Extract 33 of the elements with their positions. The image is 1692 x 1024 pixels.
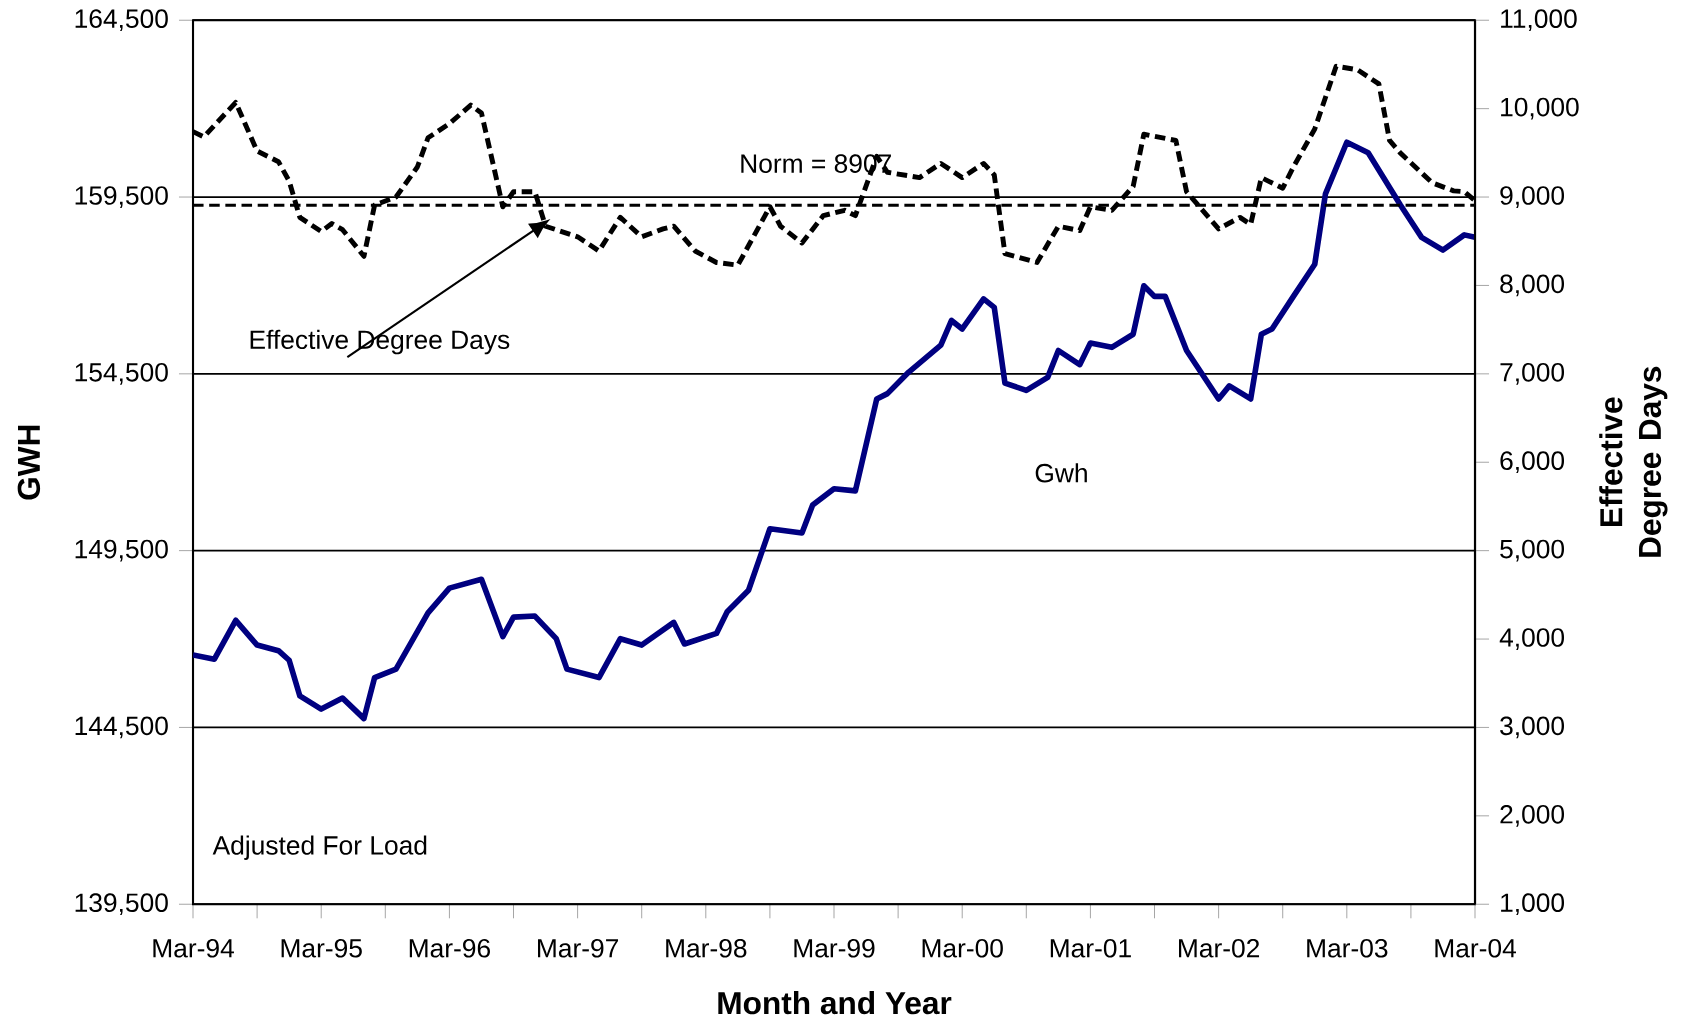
y2-tick-label: 8,000 [1500,274,1565,297]
y-tick-label: 164,500 [75,9,168,32]
x-tick-label: Mar-04 [1435,939,1516,958]
annotation: Adjusted For Load [212,835,427,861]
y2-tick-label: 4,000 [1499,628,1565,651]
y2-axis-title: Effective Degree Days [1599,367,1668,558]
y2-tick-label: 11,000 [1501,9,1577,32]
x-tick-label: Mar-00 [922,939,1003,958]
y-tick-label: 149,500 [75,539,168,562]
y2-tick-label: 3,000 [1500,716,1565,739]
y-axis-title: GWH [17,425,41,500]
x-tick-label: Mar-03 [1307,939,1388,958]
y2-tick-label: 10,000 [1501,97,1579,120]
x-tick-label: Mar-95 [281,939,362,958]
x-tick-label: Mar-97 [538,939,619,958]
x-tick-label: Mar-94 [153,939,234,958]
y2-tick-label: 2,000 [1500,805,1565,827]
y-tick-label: 154,500 [75,363,168,385]
x-tick-label: Mar-01 [1050,939,1131,958]
y2-tick-label: 1,000 [1501,893,1565,916]
y2-tick-label: 7,000 [1500,363,1565,385]
y2-tick-label: 9,000 [1500,186,1565,209]
x-tick-label: Mar-99 [794,939,875,958]
y-tick-label: 144,500 [75,716,168,739]
x-tick-label: Mar-98 [666,939,747,958]
y-tick-label: 159,500 [75,186,168,209]
x-tick-label: Mar-96 [409,939,490,958]
annotation: Gwh [1035,463,1087,483]
y2-tick-label: 5,000 [1500,539,1565,562]
y-tick-label: 139,500 [75,893,168,916]
x-tick-label: Mar-02 [1179,939,1260,958]
x-axis-title: Month and Year [718,991,952,1015]
y2-tick-label: 6,000 [1500,451,1565,474]
